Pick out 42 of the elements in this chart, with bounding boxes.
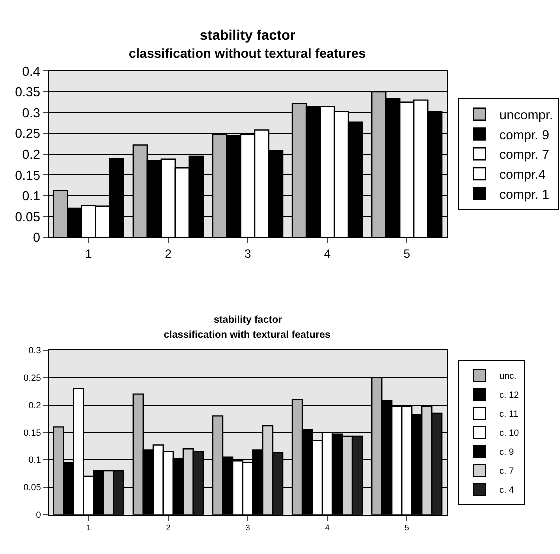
- y-tick-label: 0.25: [15, 126, 41, 142]
- x-tick-label: 1: [86, 246, 93, 261]
- legend-label: compr. 7: [500, 147, 550, 162]
- y-tick-label: 0: [33, 230, 41, 246]
- legend-label: unc.: [500, 371, 517, 382]
- y-tick-label: 0.4: [22, 64, 41, 79]
- chart-title: stability factor: [214, 315, 282, 326]
- y-tick-label: 0.25: [24, 372, 42, 383]
- legend-label: compr.4: [500, 167, 546, 182]
- x-tick-label: 2: [165, 246, 172, 261]
- y-tick-label: 0.3: [28, 346, 42, 356]
- legend-label: c. 7: [500, 466, 514, 476]
- chart-subtitle: classification without textural features: [129, 46, 366, 61]
- x-tick-label: 4: [325, 523, 330, 532]
- x-tick-label: 5: [404, 246, 411, 261]
- y-tick-label: 0.15: [15, 168, 41, 183]
- y-tick-label: 0.15: [24, 428, 42, 438]
- y-tick-label: 0.2: [22, 146, 41, 162]
- legend-label: c. 11: [500, 409, 519, 420]
- y-tick-label: 0.35: [15, 84, 41, 100]
- y-tick-label: 0.05: [24, 482, 42, 493]
- legend-label: c. 10: [500, 428, 520, 438]
- x-tick-label: 4: [324, 246, 332, 261]
- legend-label: uncompr.: [500, 107, 554, 122]
- y-tick-label: 0.3: [22, 105, 41, 120]
- chart-title: stability factor: [200, 27, 296, 43]
- y-tick-label: 0.1: [28, 455, 42, 466]
- y-tick-label: 0.05: [15, 209, 41, 224]
- legend-label: c. 4: [500, 485, 514, 496]
- x-tick-label: 2: [166, 523, 172, 532]
- y-tick-label: 0.1: [22, 188, 41, 204]
- legend-label: compr. 9: [500, 127, 550, 142]
- legend-label: compr. 1: [500, 187, 550, 202]
- chart-subtitle: classification with textural features: [164, 330, 332, 341]
- x-tick-label: 3: [244, 246, 252, 261]
- legend-label: c. 12: [500, 390, 520, 400]
- x-tick-label: 1: [86, 523, 92, 532]
- x-tick-label: 5: [404, 523, 410, 532]
- y-tick-label: 0.2: [28, 400, 42, 410]
- legend-label: c. 9: [500, 447, 514, 458]
- y-tick-label: 0: [36, 510, 42, 520]
- x-tick-label: 3: [246, 523, 251, 532]
